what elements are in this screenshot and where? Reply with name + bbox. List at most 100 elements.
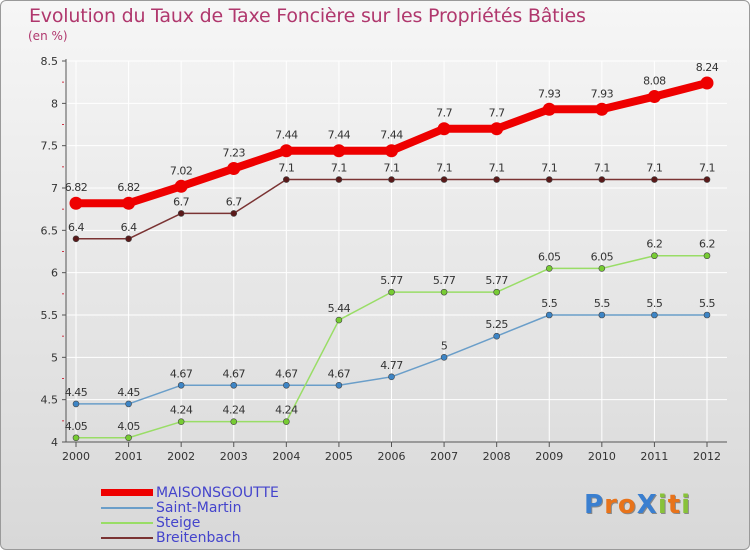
data-label: 6.82 bbox=[65, 181, 88, 194]
data-point bbox=[335, 176, 343, 183]
data-label: 5.44 bbox=[328, 302, 351, 315]
data-point bbox=[72, 235, 80, 243]
data-point bbox=[651, 252, 658, 260]
data-point bbox=[440, 176, 448, 183]
data-label: 7.23 bbox=[223, 147, 246, 160]
data-point bbox=[177, 381, 185, 389]
data-label: 5.5 bbox=[646, 297, 662, 310]
data-point bbox=[651, 176, 658, 183]
x-tick-label: 2000 bbox=[62, 450, 90, 463]
data-point bbox=[598, 176, 606, 183]
data-point bbox=[388, 288, 395, 296]
data-label: 4.24 bbox=[275, 404, 298, 417]
data-label: 7.7 bbox=[489, 107, 505, 120]
data-point bbox=[72, 434, 80, 442]
x-tick-label: 2001 bbox=[115, 450, 143, 463]
data-label: 4.67 bbox=[328, 367, 351, 380]
legend-item: Saint-Martin bbox=[101, 499, 279, 516]
chart-title: Evolution du Taux de Taxe Foncière sur l… bbox=[29, 5, 586, 27]
logo-letter: X bbox=[636, 490, 658, 520]
data-label: 6.82 bbox=[117, 181, 140, 194]
y-tick-label: 4 bbox=[51, 436, 58, 449]
data-label: 6.4 bbox=[68, 221, 84, 234]
data-label: 7.93 bbox=[538, 87, 561, 100]
data-point bbox=[437, 122, 451, 136]
y-tick-label: 6 bbox=[51, 267, 58, 280]
data-label: 6.7 bbox=[173, 195, 189, 208]
data-point bbox=[177, 210, 185, 217]
data-point bbox=[388, 373, 395, 381]
logo-letter: P bbox=[584, 490, 605, 520]
data-point bbox=[542, 102, 556, 116]
data-label: 5 bbox=[441, 339, 448, 352]
data-label: 7.1 bbox=[331, 162, 347, 175]
data-label: 8.24 bbox=[696, 61, 719, 74]
data-label: 6.7 bbox=[226, 195, 242, 208]
data-point bbox=[230, 381, 238, 389]
data-point bbox=[440, 288, 448, 296]
data-label: 7.1 bbox=[594, 162, 610, 175]
data-label: 4.05 bbox=[117, 420, 140, 433]
data-label: 7.1 bbox=[489, 162, 505, 175]
legend-item: Breitenbach bbox=[101, 530, 279, 546]
data-label: 8.08 bbox=[643, 75, 666, 88]
data-point bbox=[283, 381, 290, 389]
data-point bbox=[283, 418, 290, 425]
proxiti-logo: ProXiti bbox=[584, 490, 691, 520]
data-label: 6.4 bbox=[121, 221, 137, 234]
data-point bbox=[283, 176, 290, 183]
data-label: 7.44 bbox=[380, 129, 403, 142]
data-label: 6.2 bbox=[699, 238, 715, 251]
logo-letter: o bbox=[617, 490, 637, 520]
data-label: 7.44 bbox=[275, 129, 298, 142]
y-tick-label: 6.5 bbox=[41, 224, 59, 237]
data-point bbox=[598, 265, 606, 272]
data-point bbox=[595, 102, 609, 116]
data-point bbox=[440, 354, 448, 361]
data-label: 5.77 bbox=[485, 274, 508, 287]
data-label: 5.77 bbox=[380, 274, 403, 287]
data-point bbox=[122, 196, 136, 210]
data-point bbox=[545, 311, 553, 319]
legend-label: Steige bbox=[156, 514, 201, 531]
data-label: 4.77 bbox=[380, 359, 403, 372]
data-point bbox=[598, 311, 606, 319]
y-tick-label: 5 bbox=[51, 351, 58, 364]
legend-label: MAISONSGOUTTE bbox=[156, 484, 279, 501]
x-tick-label: 2007 bbox=[430, 450, 458, 463]
data-point bbox=[227, 162, 241, 176]
data-label: 5.5 bbox=[699, 297, 715, 310]
legend-swatch bbox=[101, 536, 153, 539]
x-tick-label: 2003 bbox=[220, 450, 248, 463]
data-point bbox=[493, 176, 500, 183]
data-point bbox=[230, 210, 238, 217]
data-point bbox=[703, 252, 711, 260]
legend-swatch bbox=[101, 489, 153, 496]
legend-label: Saint-Martin bbox=[156, 499, 242, 516]
legend-swatch bbox=[101, 521, 153, 524]
data-label: 6.05 bbox=[591, 250, 614, 263]
data-point bbox=[177, 418, 185, 425]
logo-letter: r bbox=[604, 490, 618, 520]
x-tick-label: 2009 bbox=[535, 450, 563, 463]
data-point bbox=[332, 144, 346, 158]
data-point bbox=[174, 179, 188, 193]
y-tick-label: 7 bbox=[51, 182, 58, 195]
data-point bbox=[493, 332, 500, 340]
data-label: 7.1 bbox=[384, 162, 400, 175]
data-point bbox=[545, 265, 553, 272]
data-label: 7.1 bbox=[646, 162, 662, 175]
data-point bbox=[545, 176, 553, 183]
data-label: 7.1 bbox=[278, 162, 294, 175]
data-label: 5.25 bbox=[485, 318, 508, 331]
data-label: 4.67 bbox=[170, 367, 193, 380]
data-point bbox=[493, 288, 500, 296]
data-label: 7.1 bbox=[541, 162, 557, 175]
y-tick-label: 8.5 bbox=[41, 55, 59, 68]
data-label: 6.05 bbox=[538, 250, 561, 263]
y-tick-label: 5.5 bbox=[41, 309, 59, 322]
data-label: 5.77 bbox=[433, 274, 456, 287]
data-label: 4.67 bbox=[275, 367, 298, 380]
